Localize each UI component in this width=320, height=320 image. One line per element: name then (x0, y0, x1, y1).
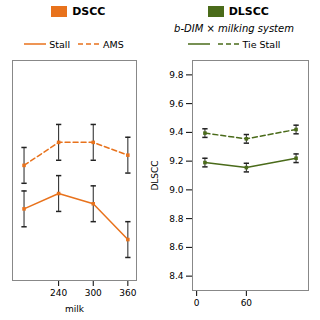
svg-text:0: 0 (194, 298, 200, 308)
svg-text:9.6: 9.6 (169, 99, 184, 109)
svg-text:9.8: 9.8 (169, 70, 184, 80)
svg-text:8.4: 8.4 (169, 271, 184, 281)
svg-text:9.4: 9.4 (169, 127, 184, 137)
svg-text:240: 240 (50, 288, 67, 298)
svg-text:DLSCC: DLSCC (150, 160, 160, 190)
html-text:DLSCC: DLSCC (228, 4, 269, 18)
html-text:b-DIM × milking system: b-DIM × milking system (174, 23, 294, 34)
svg-text:milk: milk (65, 304, 85, 314)
svg-text:9.2: 9.2 (169, 156, 183, 166)
html-text:AMS: AMS (103, 38, 124, 50)
html-text:Stall: Stall (49, 38, 71, 50)
svg-text:360: 360 (119, 288, 136, 298)
svg-text:9.0: 9.0 (169, 185, 184, 195)
html-text:Tie Stall: Tie Stall (242, 38, 281, 50)
svg-text:8.6: 8.6 (169, 242, 184, 252)
html-text:DSCC: DSCC (72, 4, 106, 18)
svg-text:8.8: 8.8 (169, 214, 184, 224)
svg-text:60: 60 (241, 298, 253, 308)
svg-text:300: 300 (85, 288, 102, 298)
